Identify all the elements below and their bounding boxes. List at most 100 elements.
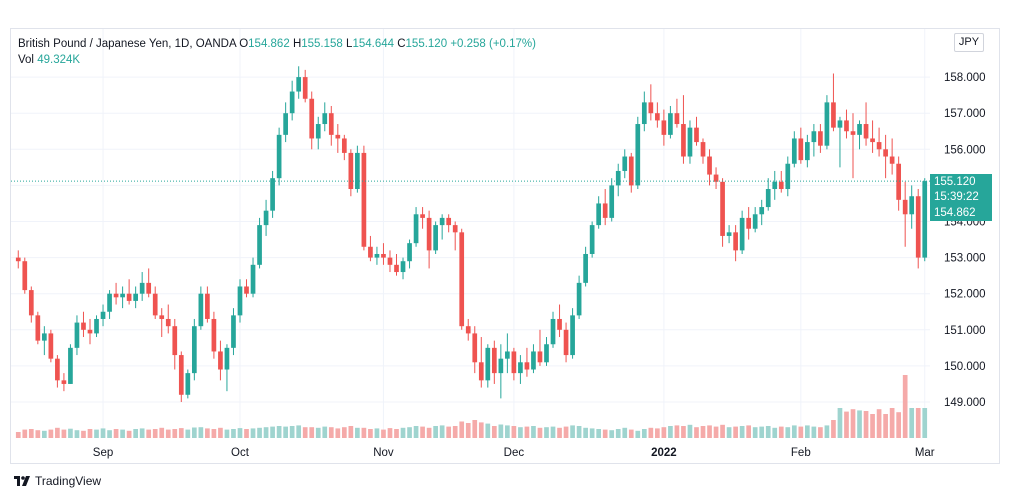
price-tick-label: 150.000: [944, 361, 986, 373]
volume-bar: [726, 427, 732, 438]
candle-body: [837, 120, 843, 128]
candle-body: [433, 225, 438, 251]
volume-bar: [15, 432, 21, 438]
volume-bar: [478, 422, 484, 438]
volume-label: Vol: [18, 54, 34, 66]
candle-body: [309, 98, 315, 139]
volume-bar: [152, 429, 158, 438]
candle-body: [394, 264, 399, 273]
volume-bar: [218, 427, 223, 438]
candle-body: [583, 253, 588, 283]
candle-body: [218, 351, 223, 370]
candle-body: [315, 124, 321, 139]
volume-bar: [505, 425, 510, 438]
candle-body: [635, 124, 641, 186]
candle-body: [426, 217, 432, 251]
tradingview-brand[interactable]: TradingView: [14, 474, 101, 488]
volume-bar: [126, 430, 132, 438]
brand-name: TradingView: [35, 474, 102, 488]
volume-bar: [113, 429, 119, 438]
volume-value: 49.324K: [37, 54, 81, 66]
volume-bar: [922, 408, 928, 438]
time-tick-label: Nov: [373, 447, 394, 459]
volume-bar: [374, 428, 380, 438]
volume-bar: [518, 427, 523, 438]
volume-bar: [48, 429, 54, 438]
volume-bar: [557, 427, 562, 438]
volume-bar: [818, 427, 823, 438]
volume-bar: [778, 426, 784, 438]
volume-bar: [524, 426, 530, 438]
close-value: 155.120: [405, 38, 448, 50]
volume-bar: [107, 430, 112, 438]
volume-bar: [355, 427, 360, 438]
candle-body: [902, 199, 908, 215]
volume-bar: [713, 426, 719, 438]
volume-bar: [165, 429, 171, 438]
candle-body: [48, 333, 54, 359]
volume-bar: [205, 428, 210, 438]
volume-bar: [433, 426, 438, 438]
candle-body: [733, 232, 738, 251]
candle-body: [765, 189, 771, 208]
volume-bar: [531, 426, 536, 438]
candle-body: [361, 152, 367, 247]
currency-badge[interactable]: JPY: [954, 33, 984, 52]
volume-bar: [720, 424, 725, 438]
candle-body: [94, 318, 99, 334]
candle-body: [100, 311, 106, 319]
volume-bar: [681, 426, 686, 438]
tradingview-logo-icon: [14, 476, 30, 486]
volume-bar: [172, 429, 178, 438]
candle-body: [739, 217, 745, 251]
volume-bar: [198, 427, 204, 438]
candle-body: [589, 225, 595, 254]
candle-body: [668, 113, 673, 135]
candle-body: [276, 134, 282, 179]
volume-bar: [655, 428, 660, 438]
candle-body: [915, 196, 921, 258]
volume-bar: [87, 429, 93, 438]
candle-body: [159, 315, 165, 319]
candle-body: [628, 156, 634, 186]
candle-body: [28, 290, 34, 316]
volume-bar: [824, 425, 830, 438]
volume-bar: [41, 430, 47, 438]
volume-bar: [863, 411, 869, 438]
candle-body: [798, 138, 804, 161]
candle-body: [472, 333, 478, 363]
volume-bar: [244, 429, 249, 438]
candle-body: [413, 214, 419, 244]
volume-bar: [602, 429, 608, 438]
price-tick-label: 157.000: [944, 108, 986, 120]
candle-body: [446, 217, 452, 226]
price-tick-label: 156.000: [944, 144, 986, 156]
candle-body: [648, 102, 654, 114]
candle-body: [570, 315, 575, 356]
volume-bar: [81, 430, 86, 438]
candle-body: [322, 113, 328, 125]
symbol-title[interactable]: British Pound / Japanese Yen, 1D, OANDA: [18, 38, 236, 50]
volume-bar: [831, 420, 836, 438]
time-tick-label: Mar: [915, 447, 935, 459]
volume-bar: [452, 426, 458, 438]
candle-body: [485, 347, 491, 381]
candle-body: [641, 102, 647, 125]
volume-bar: [472, 420, 478, 438]
chart-legend: British Pound / Japanese Yen, 1D, OANDA …: [18, 36, 536, 68]
volume-bar: [341, 427, 347, 438]
volume-bar: [596, 429, 602, 438]
volume-bar: [544, 427, 549, 438]
volume-bar: [465, 423, 471, 438]
volume-bar: [694, 427, 699, 438]
volume-bar: [237, 428, 243, 438]
volume-bar: [811, 426, 817, 438]
candle-body: [759, 207, 765, 215]
time-tick-label: Sep: [93, 447, 113, 459]
volume-bar: [733, 426, 738, 438]
volume-bar: [498, 424, 504, 438]
volume-bar: [785, 427, 791, 438]
candle-body: [602, 203, 608, 218]
candle-body: [537, 351, 543, 363]
